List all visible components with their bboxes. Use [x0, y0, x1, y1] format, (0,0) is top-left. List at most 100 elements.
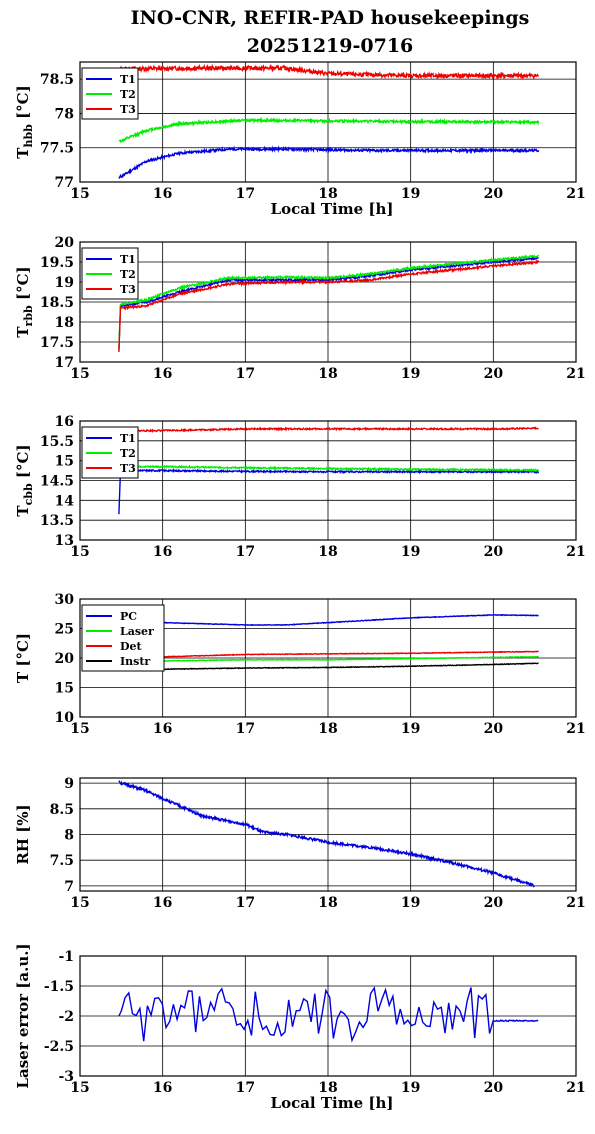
- x-tick-label: 19: [401, 1080, 420, 1096]
- y-tick-label: 18.5: [40, 295, 74, 311]
- x-tick-label: 20: [484, 186, 504, 202]
- legend-label: Det: [120, 640, 143, 653]
- legend-label: T3: [120, 283, 136, 296]
- series-group: [118, 613, 539, 672]
- x-tick-label: 15: [70, 1080, 89, 1096]
- series-line-data: [118, 780, 535, 888]
- x-tick-label: 19: [401, 895, 420, 911]
- x-tick-label: 18: [318, 186, 337, 202]
- y-tick-label: 19: [55, 275, 74, 291]
- y-tick-label: 78.5: [40, 72, 74, 88]
- y-tick-label: 8.5: [50, 802, 74, 818]
- series-line-t1: [118, 145, 540, 179]
- x-tick-label: 15: [70, 186, 89, 202]
- x-tick-label: 20: [484, 721, 504, 737]
- x-axis-label: Local Time [h]: [271, 1094, 394, 1112]
- y-axis-label: Laser error [a.u.]: [14, 943, 32, 1088]
- series-group: [118, 426, 540, 515]
- x-tick-label: 15: [70, 366, 89, 382]
- x-tick-label: 19: [401, 544, 420, 560]
- y-tick-label: 10: [55, 710, 75, 726]
- y-tick-label: 14.5: [40, 474, 74, 490]
- y-axis-label: Trbb [°C]: [14, 266, 35, 337]
- series-line-t3: [118, 426, 539, 434]
- legend-label: T2: [120, 268, 136, 281]
- x-tick-label: 21: [566, 895, 585, 911]
- y-tick-label: 13: [55, 533, 74, 549]
- y-axis-label: T [°C]: [14, 633, 32, 683]
- y-tick-label: 8: [64, 828, 74, 844]
- y-tick-label: 7: [64, 879, 74, 895]
- series-line-instr: [118, 662, 539, 672]
- y-tick-label: 19.5: [40, 255, 74, 271]
- y-tick-label: 9: [64, 776, 74, 792]
- x-tick-label: 16: [153, 1080, 172, 1096]
- x-tick-label: 20: [484, 544, 504, 560]
- y-label-main: T: [14, 505, 32, 517]
- x-tick-label: 20: [484, 366, 504, 382]
- x-tick-label: 21: [566, 1080, 585, 1096]
- x-tick-label: 15: [70, 721, 89, 737]
- panel-3: 15 16 17 18 19 20 21 13 13.5 14 14.5 15 15.5 16 Tcbb […: [14, 414, 586, 560]
- x-tick-label: 21: [566, 366, 585, 382]
- y-tick-label: 25: [55, 622, 74, 638]
- x-tick-label: 19: [401, 366, 420, 382]
- legend-label: Instr: [120, 655, 150, 668]
- series-line-t3: [118, 63, 539, 81]
- x-tick-label: 21: [566, 186, 585, 202]
- figure-title-line2: 20251219-0716: [247, 35, 414, 57]
- series-line-pc: [118, 613, 539, 627]
- x-tick-label: 15: [70, 544, 89, 560]
- y-tick-label: -3: [58, 1069, 74, 1085]
- series-line-data: [118, 986, 539, 1043]
- y-tick-label: 17: [55, 355, 74, 371]
- series-group: [118, 780, 535, 888]
- y-axis-label: Tcbb [°C]: [14, 444, 35, 516]
- y-tick-label: -1.5: [44, 979, 74, 995]
- y-tick-label: 20: [55, 235, 75, 251]
- legend-label: T1: [120, 432, 136, 445]
- y-label-subscript: cbb: [22, 483, 35, 505]
- series-line-t3: [118, 259, 540, 353]
- x-tick-label: 15: [70, 895, 89, 911]
- series-group: [118, 986, 539, 1043]
- x-tick-label: 16: [153, 186, 172, 202]
- x-tick-label: 17: [236, 366, 255, 382]
- y-tick-label: 17.5: [40, 335, 74, 351]
- x-tick-label: 18: [318, 895, 337, 911]
- legend-label: T3: [120, 103, 136, 116]
- series-line-t1: [118, 255, 539, 351]
- y-tick-label: 78: [55, 106, 74, 122]
- x-tick-label: 17: [236, 721, 255, 737]
- y-tick-label: 18: [55, 315, 74, 331]
- y-tick-label: 77: [55, 175, 74, 191]
- x-tick-label: 16: [153, 366, 172, 382]
- x-tick-label: 17: [236, 544, 255, 560]
- y-tick-label: 77.5: [40, 141, 74, 157]
- x-tick-label: 16: [153, 895, 172, 911]
- y-tick-label: -2.5: [44, 1039, 74, 1055]
- y-label-subscript: rbb: [22, 305, 35, 326]
- panel-5: 15 16 17 18 19 20 21 7 7.5 8 8.5 9 RH [%]: [14, 776, 586, 911]
- x-tick-label: 17: [236, 1080, 255, 1096]
- y-label-subscript: hbb: [22, 124, 35, 148]
- y-tick-label: 15: [55, 454, 74, 470]
- y-label-main: Laser error [a.u.]: [14, 943, 32, 1088]
- y-tick-label: 16: [55, 414, 74, 430]
- y-label-main: RH [%]: [14, 804, 32, 864]
- x-axis-label: Local Time [h]: [271, 200, 394, 218]
- y-tick-label: 7.5: [50, 853, 74, 869]
- legend-label: T1: [120, 253, 136, 266]
- x-tick-label: 21: [566, 544, 585, 560]
- y-axis-label: RH [%]: [14, 804, 32, 864]
- y-tick-label: 13.5: [40, 513, 74, 529]
- plot-frame: [79, 598, 577, 718]
- plot-frame: [79, 955, 577, 1077]
- legend-label: T3: [120, 462, 136, 475]
- x-tick-label: 20: [484, 1080, 504, 1096]
- x-tick-label: 21: [566, 721, 585, 737]
- x-tick-label: 16: [153, 721, 172, 737]
